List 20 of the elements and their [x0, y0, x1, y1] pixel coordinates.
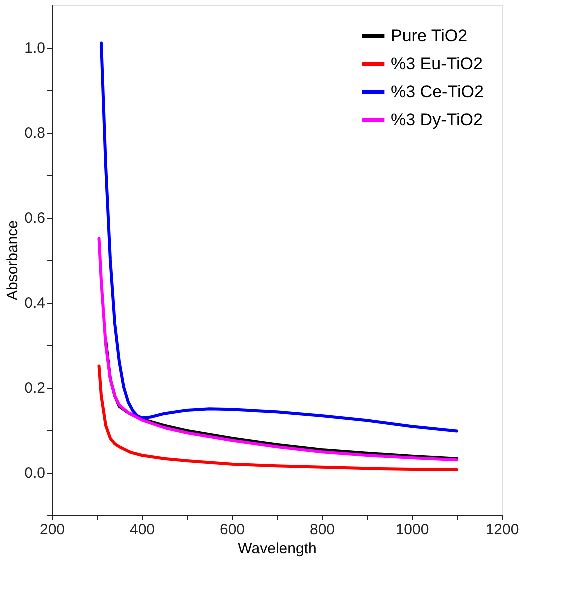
- legend-label: %3 Eu-TiO2: [391, 54, 483, 74]
- x-tick-label: 200: [40, 522, 66, 538]
- x-tick-label: 1200: [486, 522, 520, 538]
- y-tick-label: 0.8: [24, 125, 46, 142]
- x-tick-label: 600: [220, 522, 246, 538]
- y-tick-label: 0.0: [24, 465, 46, 482]
- y-tick-label: 0.2: [24, 380, 46, 397]
- x-axis-title: Wavelength: [238, 540, 317, 558]
- y-tick-label: 1.0: [24, 40, 46, 57]
- legend-label: Pure TiO2: [391, 26, 468, 46]
- x-tick-label: 800: [310, 522, 336, 538]
- y-axis-title: Absorbance: [4, 220, 22, 301]
- y-tick-label: 0.4: [24, 295, 46, 312]
- x-tick-label: 1000: [396, 522, 430, 538]
- x-tick-label: 400: [130, 522, 156, 538]
- legend-label: %3 Dy-TiO2: [391, 110, 483, 130]
- y-tick-label: 0.6: [24, 210, 46, 227]
- line-series: [98, 237, 458, 462]
- legend-label: %3 Ce-TiO2: [391, 82, 484, 102]
- line-series: [98, 364, 458, 472]
